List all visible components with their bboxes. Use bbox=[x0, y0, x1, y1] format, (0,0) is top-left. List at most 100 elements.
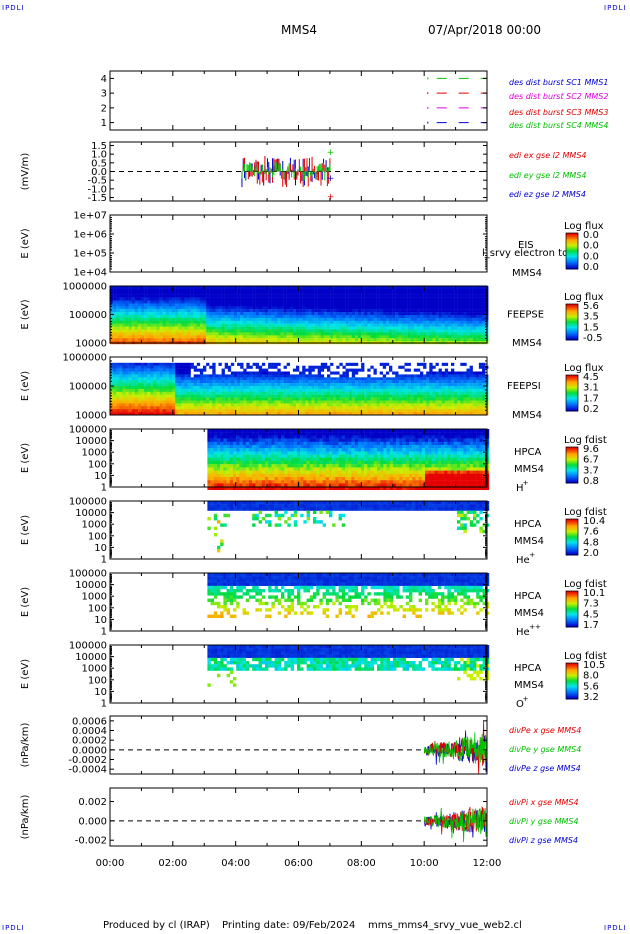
heat-cell bbox=[351, 300, 356, 304]
heat-cell bbox=[203, 409, 207, 413]
heat-cell bbox=[134, 317, 139, 321]
heat-cell bbox=[134, 377, 139, 381]
heat-cell bbox=[373, 306, 377, 310]
heat-cell bbox=[237, 291, 241, 295]
heat-cell bbox=[181, 317, 185, 321]
heat-cell bbox=[463, 388, 467, 392]
heat-cell bbox=[252, 326, 256, 330]
heat-cell bbox=[320, 409, 325, 413]
heat-cell bbox=[255, 377, 259, 381]
heat-cell bbox=[150, 294, 154, 298]
heat-cell bbox=[441, 300, 445, 304]
heat-cell bbox=[277, 362, 281, 366]
heat-cell bbox=[395, 326, 399, 330]
heat-cell bbox=[432, 297, 436, 301]
heat-cell bbox=[463, 326, 467, 330]
heat-cell bbox=[150, 297, 154, 301]
heat-cell bbox=[258, 368, 263, 372]
heat-cell bbox=[475, 412, 480, 416]
heat-cell bbox=[482, 286, 486, 290]
heat-cell bbox=[212, 317, 216, 321]
heat-cell bbox=[311, 294, 315, 298]
heat-cell bbox=[435, 332, 439, 336]
heat-cell bbox=[206, 362, 210, 366]
heat-cell bbox=[451, 362, 455, 366]
heat-cell bbox=[184, 315, 188, 319]
heat-cell bbox=[209, 388, 213, 392]
heat-cell bbox=[367, 380, 371, 384]
heat-cell bbox=[261, 391, 266, 395]
heat-cell bbox=[113, 386, 117, 390]
heat-cell bbox=[110, 288, 114, 292]
page-datetime: 07/Apr/2018 00:00 bbox=[428, 23, 542, 37]
heat-cell bbox=[165, 377, 170, 381]
heat-cell bbox=[308, 397, 312, 401]
heat-cell bbox=[252, 288, 256, 292]
heat-cell bbox=[438, 368, 442, 372]
heat-cell bbox=[320, 388, 325, 392]
heat-cell bbox=[165, 412, 170, 416]
heat-cell bbox=[134, 409, 139, 413]
heat-cell bbox=[292, 388, 297, 392]
heat-cell bbox=[469, 294, 473, 298]
heat-cell bbox=[311, 374, 315, 378]
heat-cell bbox=[134, 300, 139, 304]
heat-cell bbox=[302, 388, 306, 392]
heat-cell bbox=[215, 303, 219, 307]
heat-cell bbox=[168, 377, 173, 381]
heat-cell bbox=[137, 329, 142, 333]
heat-cell bbox=[187, 371, 191, 375]
heat-cell bbox=[348, 394, 352, 398]
heat-cell bbox=[317, 338, 321, 342]
heat-cell bbox=[308, 383, 312, 387]
heat-cell bbox=[286, 320, 290, 324]
heat-cell bbox=[122, 362, 126, 366]
heat-cell bbox=[230, 323, 235, 327]
heat-cell bbox=[416, 329, 421, 333]
heat-cell bbox=[364, 338, 368, 342]
heat-cell bbox=[209, 397, 213, 401]
heat-cell bbox=[305, 288, 309, 292]
heat-cell bbox=[426, 329, 430, 333]
heat-cell bbox=[447, 329, 452, 333]
heat-cell bbox=[150, 391, 154, 395]
heat-cell bbox=[404, 294, 408, 298]
heat-cell bbox=[364, 391, 368, 395]
heat-cell bbox=[382, 409, 387, 413]
heat-cell bbox=[277, 332, 281, 336]
heat-cell bbox=[246, 315, 250, 319]
heat-cell bbox=[193, 306, 197, 310]
heat-cell bbox=[423, 388, 427, 392]
heat-cell bbox=[168, 388, 173, 392]
heat-cell bbox=[289, 306, 294, 310]
heat-cell bbox=[385, 306, 390, 310]
heat-cell bbox=[116, 406, 120, 410]
heat-cell bbox=[429, 388, 433, 392]
heat-cell bbox=[457, 291, 461, 295]
heat-cell bbox=[407, 291, 411, 295]
heat-cell bbox=[342, 388, 346, 392]
heat-cell bbox=[280, 288, 284, 292]
heat-cell bbox=[240, 386, 244, 390]
heat-cell bbox=[150, 323, 154, 327]
heat-cell bbox=[339, 388, 343, 392]
heat-cell bbox=[441, 332, 445, 336]
heat-cell bbox=[475, 294, 480, 298]
heat-cell bbox=[308, 386, 312, 390]
heat-cell bbox=[221, 386, 225, 390]
heat-cell bbox=[354, 388, 359, 392]
heat-cell bbox=[172, 315, 176, 319]
heat-cell bbox=[385, 326, 390, 330]
heat-cell bbox=[203, 403, 207, 407]
heat-cell bbox=[168, 397, 173, 401]
heat-cell bbox=[308, 380, 312, 384]
heat-cell bbox=[358, 391, 362, 395]
heat-cell bbox=[426, 377, 430, 381]
heat-cell bbox=[184, 335, 188, 339]
heat-cell bbox=[196, 383, 201, 387]
heat-cell bbox=[444, 332, 449, 336]
heat-cell bbox=[389, 406, 393, 410]
heat-cell bbox=[404, 309, 408, 313]
heat-cell bbox=[451, 329, 455, 333]
